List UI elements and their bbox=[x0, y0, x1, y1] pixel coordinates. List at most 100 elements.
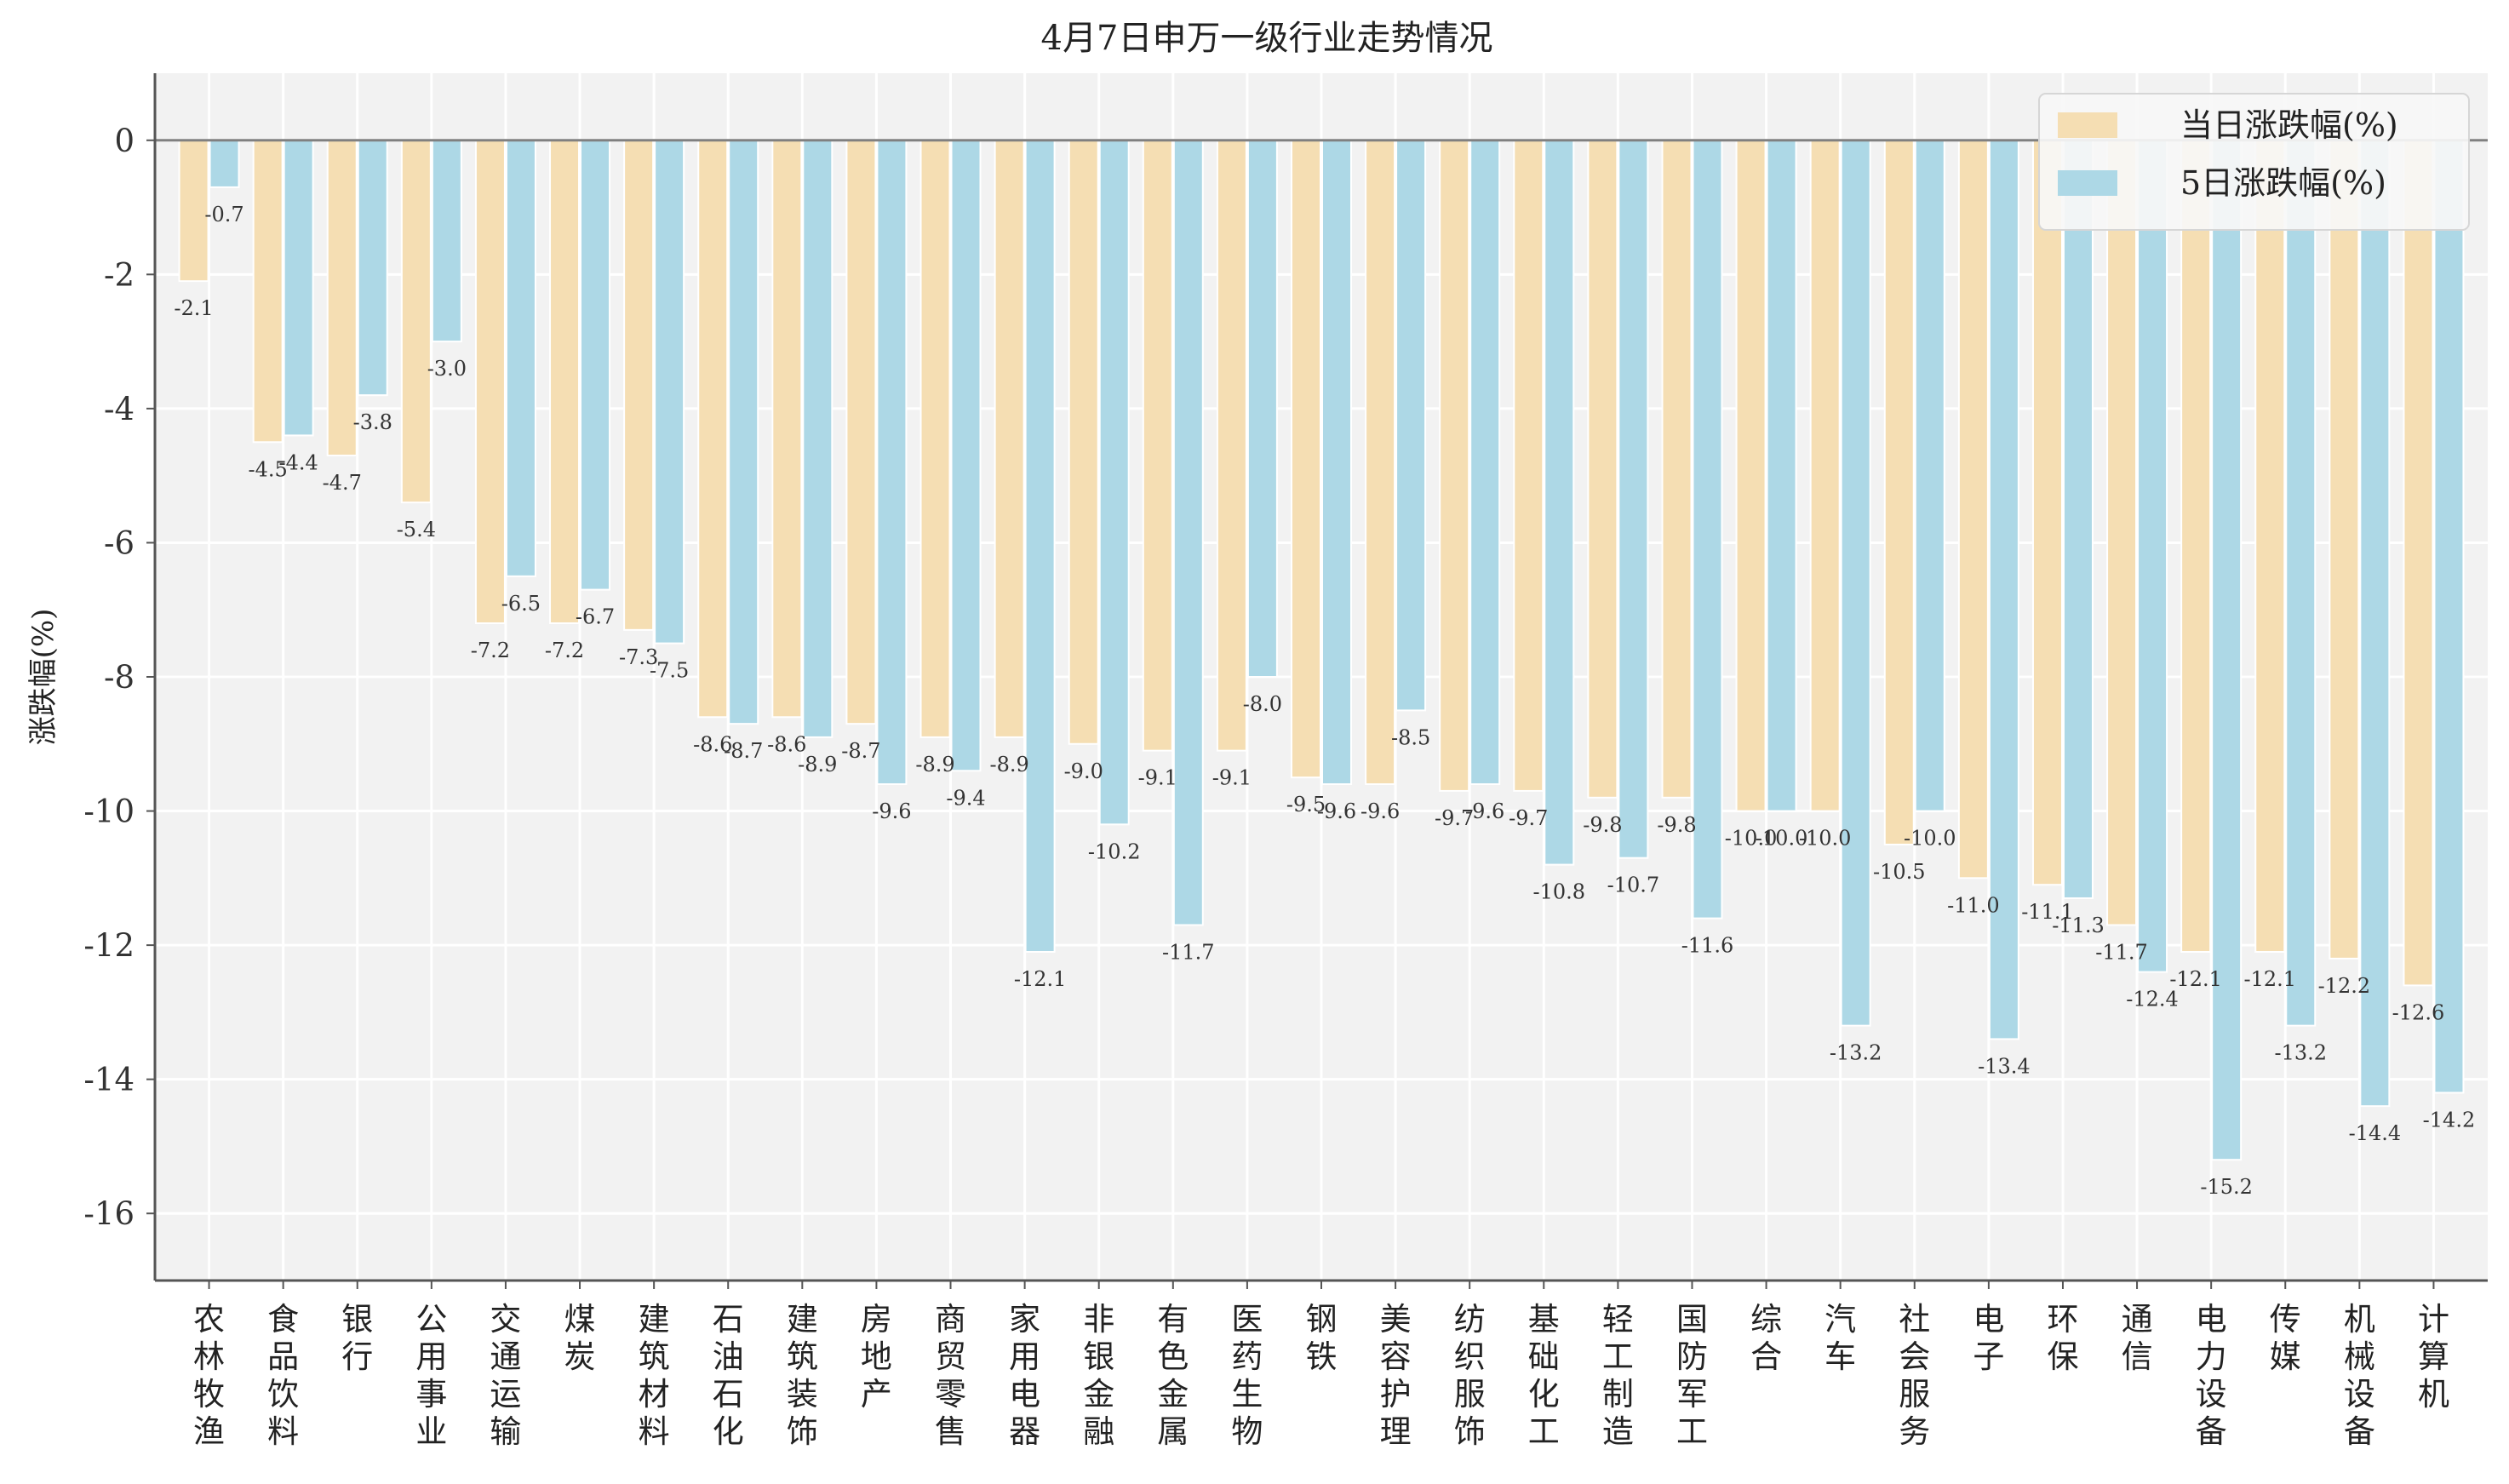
x-tick-label: 非银金融 bbox=[1083, 1301, 1114, 1450]
data-label: -7.3 bbox=[619, 645, 658, 669]
x-tick-label: 传媒 bbox=[2270, 1301, 2301, 1375]
data-label: -9.8 bbox=[1657, 813, 1696, 837]
bar-daily bbox=[919, 139, 951, 738]
data-label: -6.7 bbox=[576, 605, 615, 629]
y-tick-label: -6 bbox=[104, 524, 135, 561]
data-label: -12.1 bbox=[2243, 967, 2296, 991]
bar-5day bbox=[2359, 139, 2391, 1108]
chart-title: 4月7日申万一级行业走势情况 bbox=[1041, 19, 1493, 58]
data-label: -8.9 bbox=[798, 753, 837, 776]
x-tick-label: 美容护理 bbox=[1380, 1301, 1412, 1450]
bar-5day bbox=[2285, 139, 2317, 1027]
data-label: -8.6 bbox=[693, 732, 732, 756]
data-label: -13.2 bbox=[2274, 1041, 2327, 1065]
y-tick-label: -4 bbox=[104, 391, 135, 427]
data-label: -12.1 bbox=[1014, 967, 1067, 991]
bar-daily bbox=[1883, 139, 1915, 845]
bar-5day bbox=[1172, 139, 1204, 926]
x-tick-label: 汽车 bbox=[1824, 1301, 1856, 1375]
data-label: -9.7 bbox=[1509, 806, 1548, 830]
data-label: -11.6 bbox=[1681, 934, 1734, 958]
y-tick-label: -2 bbox=[104, 256, 135, 293]
data-label: -4.4 bbox=[279, 450, 318, 474]
x-tick-label: 医药生物 bbox=[1231, 1301, 1263, 1450]
data-label: -7.2 bbox=[545, 639, 584, 662]
bar-5day bbox=[728, 139, 759, 725]
bar-5day bbox=[505, 139, 536, 577]
bar-daily bbox=[2329, 139, 2360, 960]
data-label: -12.1 bbox=[2169, 967, 2222, 991]
bar-5day bbox=[1988, 139, 2019, 1040]
bar-daily bbox=[771, 139, 803, 719]
data-label: -10.0 bbox=[1799, 827, 1852, 851]
data-label: -5.4 bbox=[397, 518, 436, 541]
data-label: -12.4 bbox=[2126, 988, 2179, 1011]
bar-daily bbox=[2403, 139, 2434, 987]
data-labels: -2.1-4.5-4.7-5.4-7.2 -7.2 -7.3-8.6 -8.6 -8.7… bbox=[174, 203, 2475, 1199]
data-label: -13.4 bbox=[1978, 1054, 2031, 1078]
data-label: -13.2 bbox=[1830, 1041, 1882, 1065]
bar-daily bbox=[697, 139, 729, 719]
legend-swatch bbox=[2058, 112, 2117, 138]
x-tick-label: 石油石化 bbox=[713, 1301, 744, 1450]
bar-5day bbox=[2433, 139, 2465, 1094]
bar-daily bbox=[1957, 139, 1989, 880]
y-tick-label: -16 bbox=[83, 1195, 135, 1232]
legend: 当日涨跌幅(%) 5日涨跌幅(%) bbox=[2038, 93, 2470, 231]
bar-5day bbox=[2211, 139, 2243, 1161]
bar-daily bbox=[1735, 139, 1767, 812]
data-label: -9.1 bbox=[1138, 766, 1177, 790]
data-label: -4.5 bbox=[249, 457, 288, 481]
bar-5day bbox=[950, 139, 982, 772]
bar-5day bbox=[1544, 139, 1575, 866]
data-label: -11.0 bbox=[1947, 893, 2000, 917]
y-tick-label: -12 bbox=[83, 927, 135, 964]
bar-daily bbox=[1587, 139, 1618, 799]
bar-daily bbox=[400, 139, 432, 504]
bar-daily bbox=[1809, 139, 1841, 812]
y-tick-labels: 0 -2 -4 -6 -8 -10 -12 -14 -16 bbox=[83, 123, 155, 1232]
data-label: -10.2 bbox=[1088, 839, 1141, 863]
bar-5day bbox=[1098, 139, 1130, 826]
data-label: -8.9 bbox=[989, 753, 1028, 776]
data-label: -9.8 bbox=[1583, 813, 1622, 837]
data-label: -8.7 bbox=[724, 739, 763, 763]
legend-label: 当日涨跌幅(%) bbox=[2180, 106, 2398, 144]
data-label: -11.7 bbox=[1162, 940, 1215, 964]
x-tick-label: 房地产 bbox=[861, 1301, 892, 1412]
x-tick-label: 机械设备 bbox=[2344, 1301, 2375, 1450]
bar-daily bbox=[1365, 139, 1396, 786]
bar-5day bbox=[654, 139, 685, 645]
x-tick-label: 通信 bbox=[2122, 1301, 2153, 1375]
x-tick-label: 建筑材料 bbox=[639, 1301, 670, 1450]
y-tick-label: -10 bbox=[83, 794, 135, 830]
x-tick-label: 公用事业 bbox=[415, 1301, 447, 1450]
data-label: -11.1 bbox=[2021, 900, 2074, 924]
x-tick-label: 环保 bbox=[2047, 1301, 2078, 1375]
bar-5day bbox=[2137, 139, 2168, 973]
x-tick-label: 社会服务 bbox=[1899, 1301, 1930, 1450]
y-tick-label: -8 bbox=[104, 659, 135, 696]
x-tick-label: 商贸零售 bbox=[935, 1301, 966, 1450]
bar-daily bbox=[845, 139, 877, 725]
bar-daily bbox=[2254, 139, 2286, 953]
bar-5day bbox=[431, 139, 462, 343]
bar-daily bbox=[474, 139, 506, 624]
data-label: -10.0 bbox=[1756, 827, 1808, 851]
bar-daily bbox=[549, 139, 581, 624]
x-tick-label: 煤炭 bbox=[564, 1301, 596, 1375]
data-label: -0.7 bbox=[204, 203, 243, 226]
data-label: -4.7 bbox=[323, 471, 362, 495]
bar-daily bbox=[1439, 139, 1470, 792]
data-label: -2.1 bbox=[174, 296, 213, 320]
bar-5day bbox=[1321, 139, 1352, 786]
x-tick-label: 纺织服饰 bbox=[1454, 1301, 1486, 1450]
data-label: -9.4 bbox=[946, 786, 985, 810]
data-label: -14.2 bbox=[2423, 1108, 2476, 1132]
legend-swatch bbox=[2058, 170, 2117, 196]
data-label: -9.6 bbox=[1465, 799, 1504, 823]
bar-daily bbox=[994, 139, 1025, 738]
x-tick-label: 电力设备 bbox=[2196, 1301, 2227, 1450]
y-tick-label: -14 bbox=[83, 1062, 135, 1098]
bar-5day bbox=[1469, 139, 1501, 786]
